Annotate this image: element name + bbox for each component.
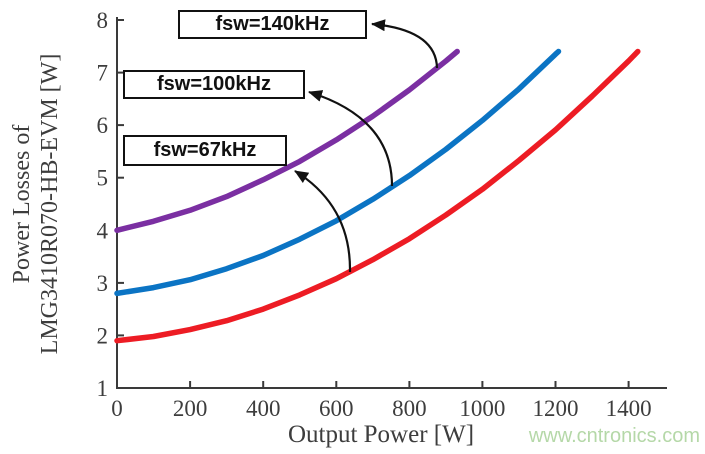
watermark-text: www.cntronics.com — [528, 425, 700, 447]
y-tick-label: 3 — [97, 271, 109, 296]
x-tick-label: 800 — [392, 396, 427, 421]
annotation-box-fsw140: fsw=140kHz — [178, 10, 367, 39]
y-axis-label-line2: LMG3410R070-HB-EVM [W] — [37, 53, 63, 355]
annotation-box-fsw100: fsw=100kHz — [123, 70, 305, 99]
annotation-arrow-fsw100 — [308, 90, 394, 187]
x-tick-label: 1200 — [533, 396, 579, 421]
x-tick-label: 400 — [246, 396, 281, 421]
annotation-arrow-fsw67 — [294, 170, 352, 273]
x-tick-label: 600 — [319, 396, 354, 421]
x-tick-label: 200 — [173, 396, 208, 421]
y-tick-label: 6 — [97, 113, 109, 138]
y-tick-label: 2 — [97, 323, 109, 348]
y-tick-label: 5 — [97, 166, 109, 191]
y-tick-label: 1 — [97, 376, 109, 401]
y-tick-label: 4 — [97, 218, 109, 243]
annotation-label-fsw67: fsw=67kHz — [153, 139, 257, 161]
y-tick-label: 7 — [97, 61, 109, 86]
curve-fsw100 — [114, 48, 562, 297]
annotation-label-fsw140: fsw=140kHz — [215, 13, 330, 35]
x-axis-label: Output Power [W] — [287, 421, 475, 448]
x-tick-label: 1000 — [459, 396, 505, 421]
x-tick-label: 0 — [111, 396, 123, 421]
curve-fsw140 — [114, 48, 460, 234]
annotation-box-fsw67: fsw=67kHz — [123, 135, 287, 166]
x-tick-label: 1400 — [606, 396, 652, 421]
annotation-label-fsw100: fsw=100kHz — [157, 73, 271, 95]
y-axis-label: Power Losses of LMG3410R070-HB-EVM [W] — [8, 54, 64, 355]
curve-fsw67 — [114, 48, 641, 344]
annotation-arrow-fsw140 — [371, 19, 439, 69]
y-tick-label: 8 — [97, 8, 109, 33]
y-axis-label-line1: Power Losses of — [9, 124, 35, 284]
